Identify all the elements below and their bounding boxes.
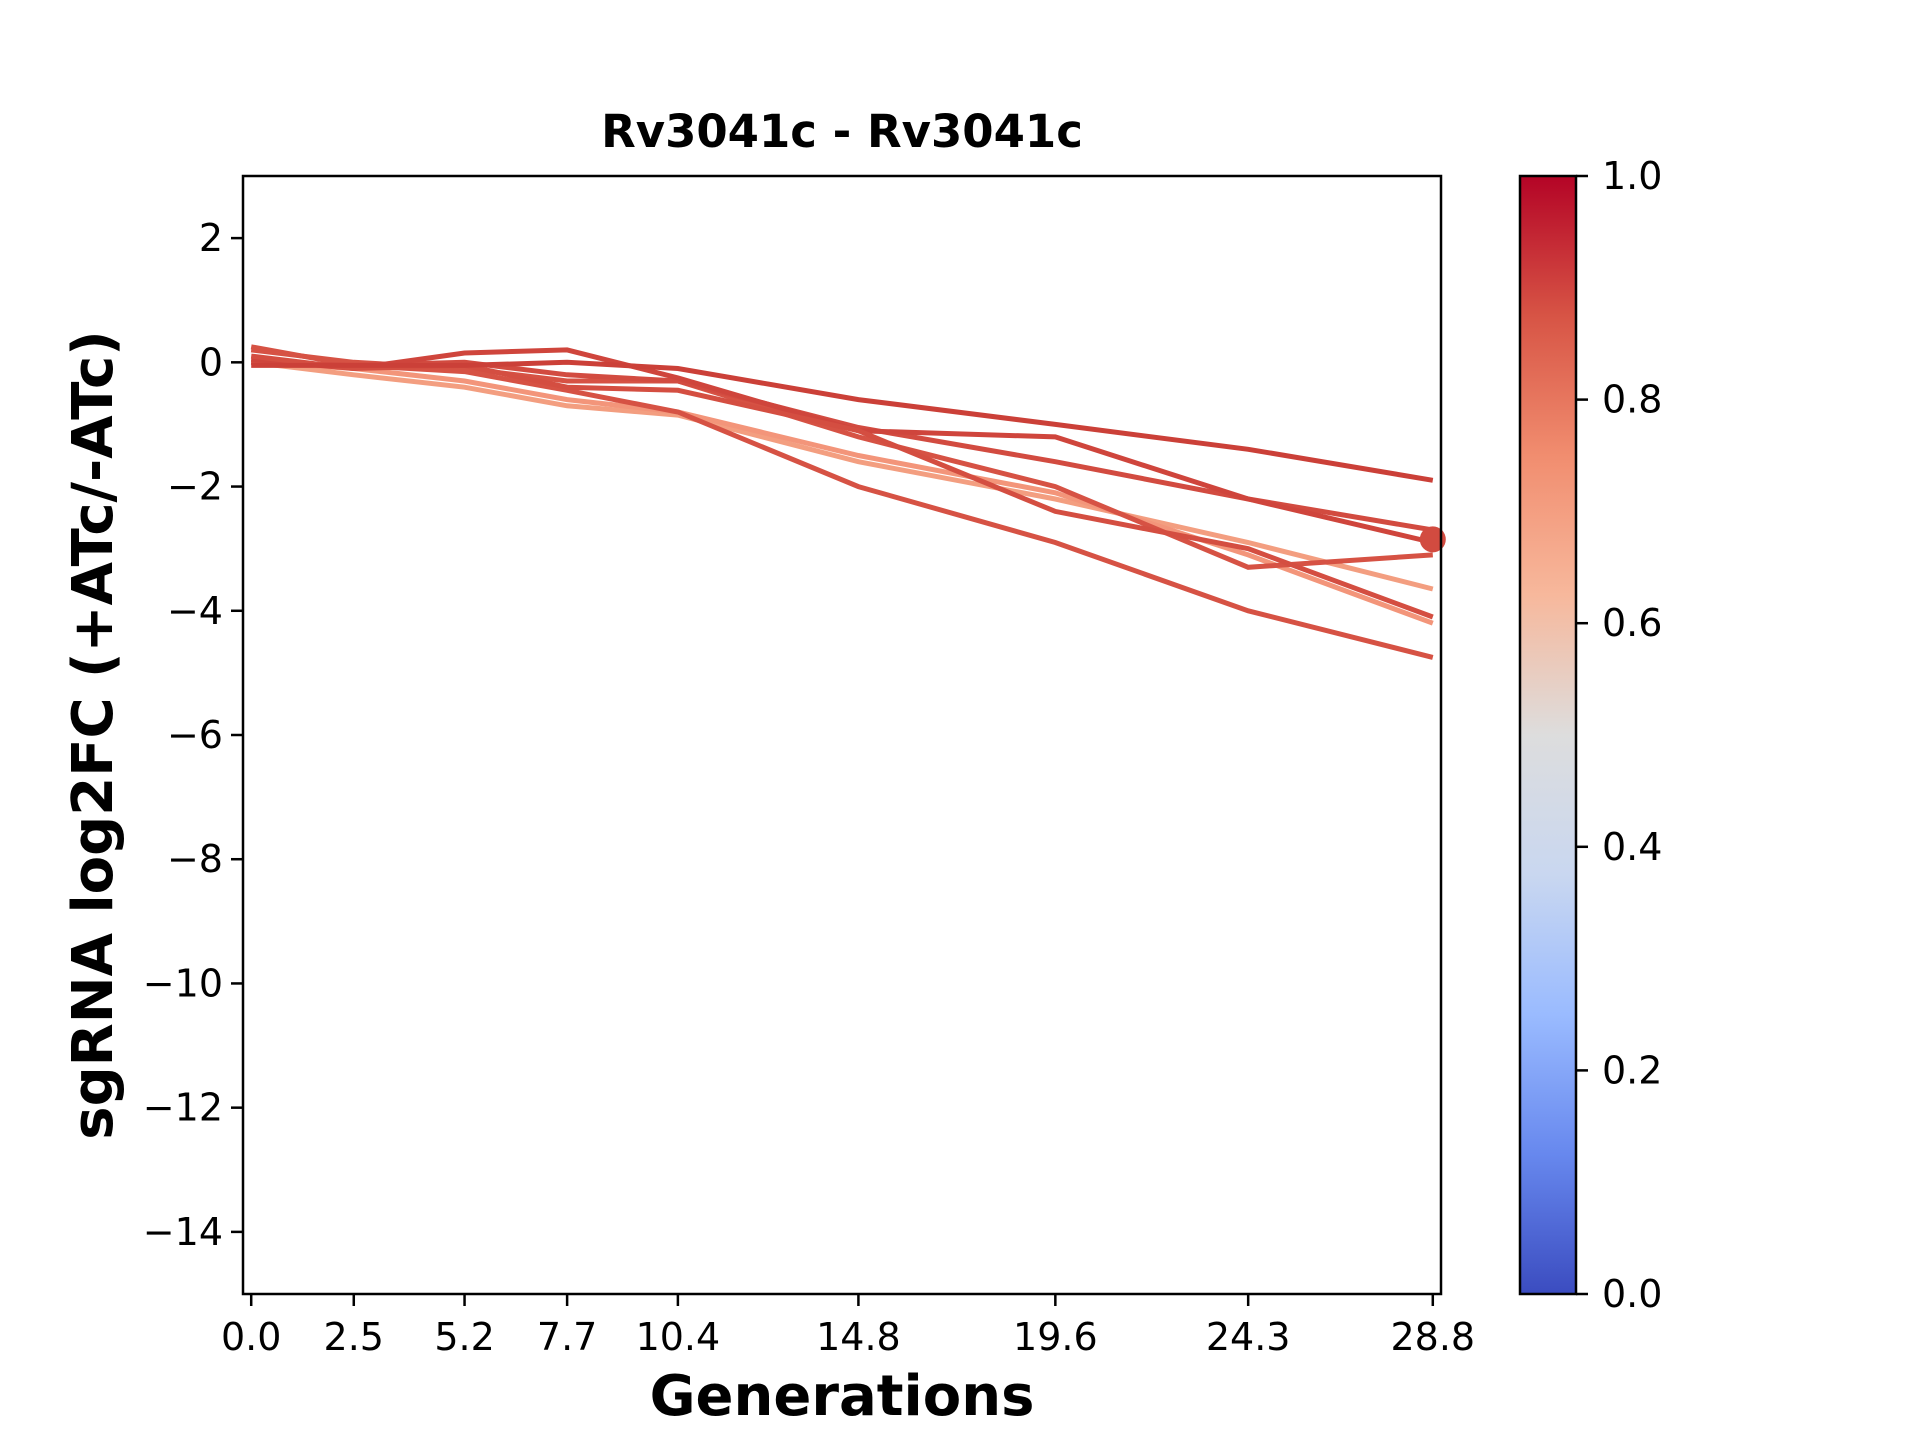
y-axis-title: sgRNA log2FC (+ATc/-ATc) <box>61 330 126 1140</box>
series-layer <box>250 344 1434 660</box>
x-axis: 0.0 2.5 5.2 7.7 10.4 14.8 19.6 24.3 28.8 <box>221 1294 1475 1359</box>
colorbar-ticks: 1.0 0.8 0.6 0.4 0.2 0.0 <box>1576 154 1662 1316</box>
x-tick-label: 24.3 <box>1206 1315 1291 1359</box>
marker-layer <box>1419 526 1446 553</box>
colorbar-tick-label: 1.0 <box>1602 154 1662 198</box>
colorbar-tick-label: 0.0 <box>1602 1272 1662 1316</box>
y-tick-label: −2 <box>167 465 223 509</box>
x-tick-label: 2.5 <box>324 1315 384 1359</box>
y-tick-label: −14 <box>143 1210 223 1254</box>
chart-title: Rv3041c - Rv3041c <box>601 105 1083 158</box>
series-line-5 <box>251 359 1434 533</box>
x-axis-title: Generations <box>650 1364 1035 1429</box>
x-tick-label: 5.2 <box>434 1315 494 1359</box>
series-line-2 <box>251 359 1434 626</box>
y-tick-label: −6 <box>167 713 223 757</box>
colorbar-tick-label: 0.8 <box>1602 378 1662 422</box>
x-tick-label: 14.8 <box>816 1315 901 1359</box>
x-tick-label: 19.6 <box>1013 1315 1098 1359</box>
colorbar-tick-label: 0.2 <box>1602 1048 1662 1092</box>
colorbar-tick-label: 0.6 <box>1602 601 1662 645</box>
series-line-8 <box>251 359 1434 483</box>
x-tick-label: 10.4 <box>636 1315 721 1359</box>
series-end-marker <box>1419 526 1446 553</box>
x-tick-label: 7.7 <box>537 1315 597 1359</box>
y-tick-label: 2 <box>199 216 223 260</box>
colorbar: 1.0 0.8 0.6 0.4 0.2 0.0 <box>1518 154 1662 1316</box>
y-tick-label: −10 <box>143 961 223 1005</box>
y-tick-label: −4 <box>167 589 223 633</box>
y-axis: 2 0 −2 −4 −6 −8 −10 −12 −14 <box>143 216 243 1254</box>
series-line-1 <box>250 359 1434 592</box>
colorbar-tick-label: 0.4 <box>1602 825 1662 869</box>
plot-area-frame <box>241 174 1443 1296</box>
y-tick-label: −12 <box>143 1086 223 1130</box>
colorbar-gradient <box>1518 174 1578 1296</box>
x-tick-label: 28.8 <box>1390 1315 1475 1359</box>
y-tick-label: −8 <box>167 837 223 881</box>
x-tick-label: 0.0 <box>221 1315 281 1359</box>
y-tick-label: 0 <box>199 340 223 384</box>
